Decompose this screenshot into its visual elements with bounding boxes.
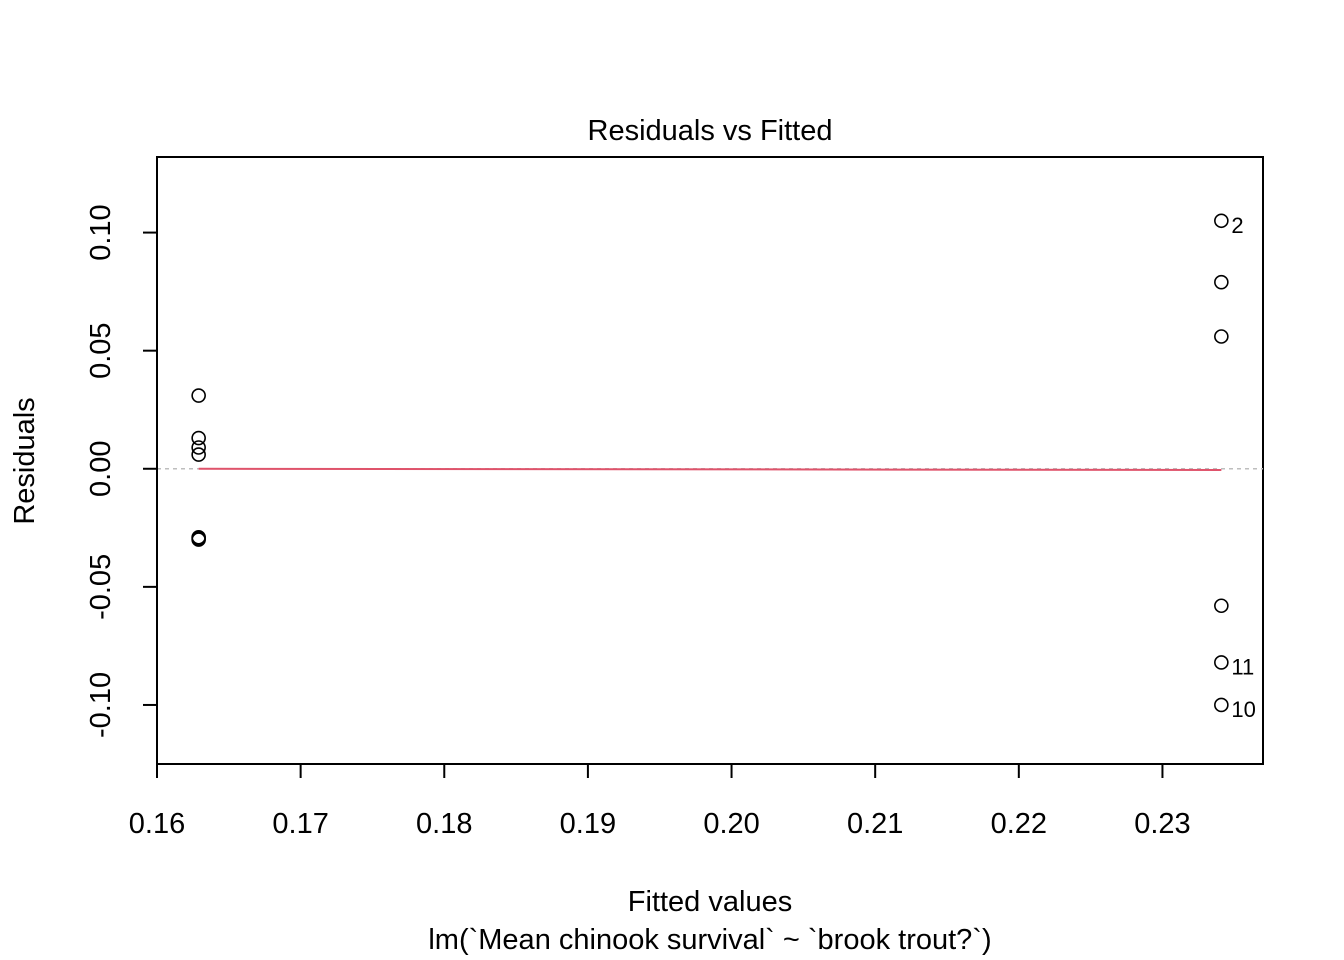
residual-point bbox=[191, 440, 206, 455]
y-tick-label: 0.00 bbox=[85, 441, 117, 497]
y-tick-label: 0.10 bbox=[85, 204, 117, 260]
residual-point bbox=[1214, 213, 1229, 229]
residual-point bbox=[191, 388, 206, 403]
x-tick-label: 0.23 bbox=[1134, 808, 1190, 840]
x-tick-label: 0.19 bbox=[560, 808, 616, 840]
point-label: 2 bbox=[1231, 213, 1243, 238]
x-tick-label: 0.17 bbox=[272, 808, 328, 840]
residual-point bbox=[1214, 598, 1229, 614]
x-axis-label: Fitted values bbox=[628, 886, 792, 918]
x-tick-label: 0.18 bbox=[416, 808, 472, 840]
y-axis: -0.10 -0.05 0.00 0.05 0.10 bbox=[85, 204, 158, 738]
y-axis-label: Residuals bbox=[9, 397, 41, 524]
point-label: 11 bbox=[1231, 654, 1254, 679]
y-tick-label: 0.05 bbox=[85, 322, 117, 378]
smoother-line bbox=[198, 467, 1222, 471]
plot-frame bbox=[156, 156, 1264, 765]
residual-point bbox=[191, 531, 206, 546]
chart-title: Residuals vs Fitted bbox=[588, 115, 833, 147]
residual-point bbox=[191, 430, 206, 446]
residual-point bbox=[191, 447, 206, 462]
residual-point bbox=[1214, 697, 1229, 713]
x-tick-label: 0.21 bbox=[847, 808, 903, 840]
x-tick-label: 0.16 bbox=[129, 808, 185, 840]
x-tick-label: 0.22 bbox=[991, 808, 1047, 840]
y-tick-label: -0.05 bbox=[85, 554, 117, 620]
points-layer: 2 11 10 bbox=[191, 213, 1256, 722]
x-axis: 0.16 0.17 0.18 0.19 0.20 0.21 0.22 0.23 bbox=[129, 763, 1191, 840]
model-formula-subtitle: lm(`Mean chinook survival` ~ `brook trou… bbox=[428, 924, 991, 956]
residual-point bbox=[1214, 329, 1229, 344]
point-label: 10 bbox=[1231, 697, 1255, 722]
residual-point bbox=[1214, 655, 1229, 670]
residual-point bbox=[1214, 274, 1229, 290]
x-tick-label: 0.20 bbox=[703, 808, 759, 840]
y-tick-label: -0.10 bbox=[85, 672, 117, 738]
